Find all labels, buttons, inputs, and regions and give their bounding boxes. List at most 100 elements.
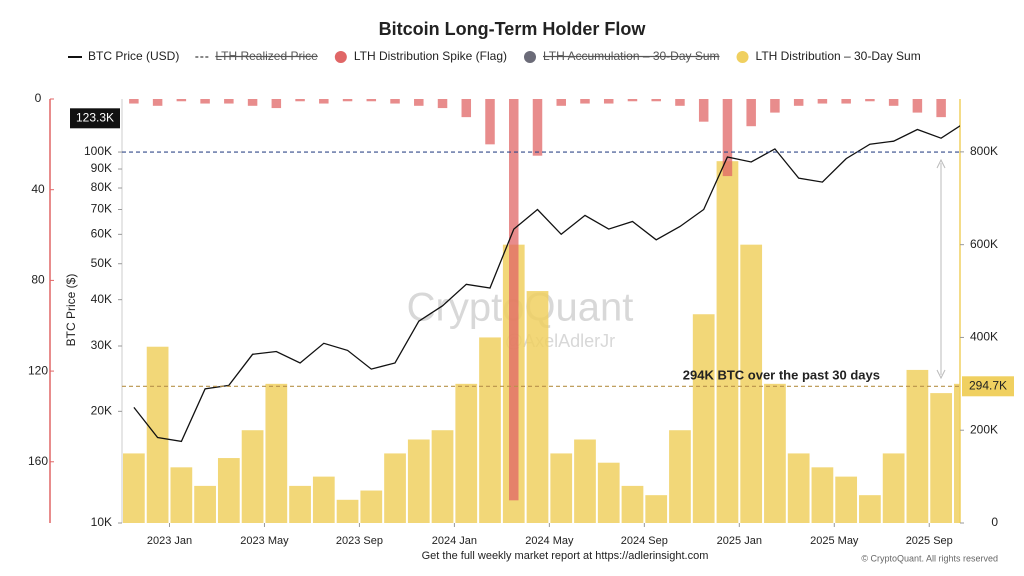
distribution-bar bbox=[882, 453, 905, 523]
spike-bar bbox=[224, 99, 234, 104]
distribution-bar bbox=[597, 462, 620, 523]
distribution-bar bbox=[265, 383, 288, 523]
x-tick-label: 2024 Jan bbox=[432, 535, 477, 547]
distribution-bar bbox=[312, 476, 335, 523]
distribution-bar bbox=[645, 495, 668, 523]
y-tick-label: 20K bbox=[91, 404, 112, 418]
spike-bar bbox=[746, 99, 756, 127]
legend-label: BTC Price (USD) bbox=[88, 49, 179, 63]
spike-bar bbox=[960, 99, 969, 122]
legend-label: LTH Distribution – 30-Day Sum bbox=[756, 49, 921, 63]
legend-label: LTH Accumulation – 30-Day Sum bbox=[543, 49, 720, 63]
x-tick-label: 2023 Sep bbox=[336, 535, 383, 547]
legend-swatch bbox=[736, 51, 749, 63]
distribution-bar bbox=[550, 453, 573, 523]
x-tick-label: 2025 Jan bbox=[717, 535, 762, 547]
distribution-bar bbox=[954, 383, 960, 523]
spike-bar bbox=[865, 99, 875, 102]
spike-bar bbox=[603, 99, 614, 104]
distribution-bar bbox=[170, 467, 193, 523]
y-tick-label: 60K bbox=[91, 227, 112, 241]
y-tick-label: 10K bbox=[91, 515, 112, 529]
y-tick-label: 30K bbox=[91, 338, 112, 352]
x-tick-label: 2023 May bbox=[240, 535, 289, 547]
price-label-box bbox=[70, 108, 120, 129]
legend-label: LTH Realized Price bbox=[215, 49, 318, 63]
distribution-bar bbox=[835, 476, 858, 523]
distribution-bar bbox=[574, 439, 596, 523]
y-tick-label: 40K bbox=[91, 292, 112, 306]
spike-bar bbox=[817, 99, 828, 104]
distribution-bar bbox=[241, 430, 264, 523]
spike-bar bbox=[841, 99, 851, 104]
y-tick-label: 80K bbox=[91, 180, 112, 194]
legend-swatch bbox=[524, 51, 536, 63]
distribution-bar bbox=[217, 458, 240, 523]
spike-bar bbox=[414, 99, 424, 106]
y-tick-label: 90K bbox=[91, 161, 112, 175]
y2-tick-label: 0 bbox=[991, 515, 998, 529]
y3-tick-label: 0 bbox=[35, 91, 42, 105]
distribution-bar bbox=[431, 430, 454, 523]
spike-bar bbox=[319, 99, 329, 104]
distribution-bar bbox=[146, 346, 169, 523]
distribution-bar bbox=[906, 369, 929, 523]
footer: Get the full weekly market report at htt… bbox=[422, 550, 709, 562]
spike-bar bbox=[271, 99, 282, 109]
plot-area bbox=[123, 99, 969, 523]
distribution-bar bbox=[787, 453, 810, 523]
y2-tick-label: 600K bbox=[970, 237, 998, 251]
x-tick-label: 2024 May bbox=[525, 535, 574, 547]
spike-bar bbox=[793, 99, 804, 106]
spike-bar bbox=[651, 99, 661, 102]
spike-bar bbox=[675, 99, 685, 106]
chart-title: Bitcoin Long-Term Holder Flow bbox=[379, 19, 647, 39]
spike-bar bbox=[342, 99, 353, 102]
distribution-bar bbox=[811, 467, 834, 523]
distribution-bar bbox=[764, 383, 786, 523]
spike-bar bbox=[176, 99, 187, 102]
y2-tick-label: 400K bbox=[970, 330, 998, 344]
spike-bar bbox=[295, 99, 305, 102]
y-tick-label: 70K bbox=[91, 202, 112, 216]
distribution-bar bbox=[669, 430, 691, 523]
legend-swatch bbox=[334, 51, 347, 63]
annotation: 294K BTC over the past 30 days bbox=[683, 368, 880, 383]
legend-label: LTH Distribution Spike (Flag) bbox=[354, 49, 507, 63]
y3-tick-label: 40 bbox=[31, 182, 45, 196]
distribution-bar bbox=[859, 495, 881, 523]
y3-tick-label: 120 bbox=[28, 363, 48, 377]
price-label: 123.3K bbox=[76, 110, 114, 124]
distribution-bar bbox=[194, 485, 216, 523]
spike-bar bbox=[627, 99, 638, 102]
y2-tick-label: 800K bbox=[970, 144, 998, 158]
y2-tick-label: 200K bbox=[970, 422, 998, 436]
distribution-bar bbox=[407, 439, 430, 523]
spike-bar bbox=[770, 99, 780, 113]
distribution-bar bbox=[384, 453, 406, 523]
spike-bar bbox=[129, 99, 139, 104]
spike-bar bbox=[437, 99, 448, 109]
spike-bar bbox=[580, 99, 590, 104]
spike-bar bbox=[461, 99, 472, 118]
distribution-bar bbox=[526, 291, 549, 523]
distribution-bar bbox=[479, 337, 501, 523]
spike-bar bbox=[912, 99, 923, 113]
spike-bar bbox=[698, 99, 709, 122]
distribution-bar bbox=[123, 453, 145, 523]
copyright: © CryptoQuant. All rights reserved bbox=[861, 553, 998, 563]
y-tick-label: 100K bbox=[84, 144, 112, 158]
distribution-bar bbox=[930, 393, 952, 523]
price-line bbox=[133, 125, 960, 443]
spike-bar bbox=[532, 99, 543, 156]
distribution-bar bbox=[455, 383, 478, 523]
spike-bar bbox=[485, 99, 495, 145]
spike-bar bbox=[936, 99, 946, 118]
distribution-bar bbox=[289, 485, 311, 523]
x-tick-label: 2025 May bbox=[810, 535, 859, 547]
ref-label-box bbox=[962, 376, 1014, 397]
x-tick-label: 2023 Jan bbox=[147, 535, 192, 547]
spike-bar bbox=[366, 99, 377, 102]
y3-tick-label: 160 bbox=[28, 454, 48, 468]
